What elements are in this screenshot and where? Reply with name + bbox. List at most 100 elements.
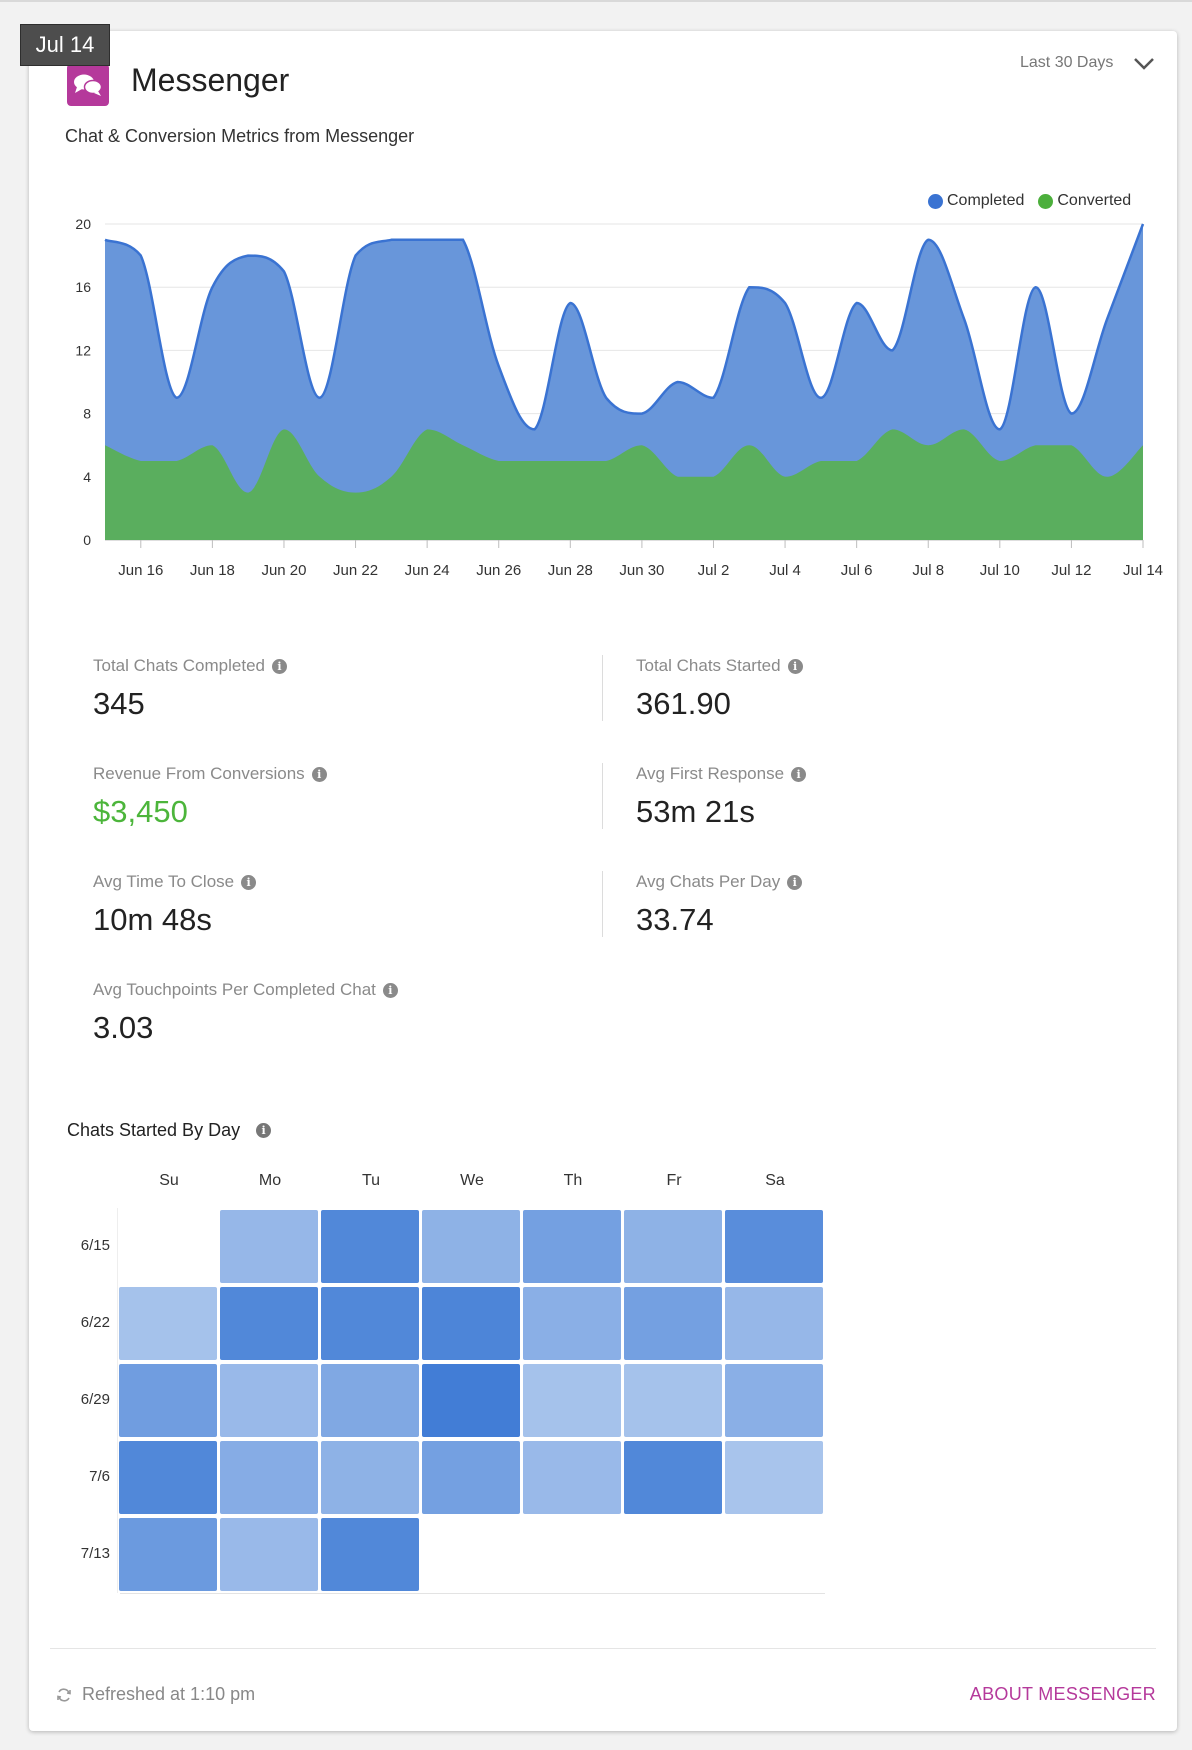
heatmap-cell[interactable] — [624, 1364, 722, 1437]
metric-label: Avg Time To Close — [93, 872, 235, 891]
heatmap-title-text: Chats Started By Day — [67, 1120, 241, 1140]
heatmap-cell[interactable] — [321, 1441, 419, 1514]
day-of-week-label: Mo — [258, 1172, 282, 1189]
heatmap-cell[interactable] — [422, 1210, 520, 1283]
legend-item-completed[interactable]: Completed — [928, 192, 1024, 210]
metric-value: 345 — [93, 686, 145, 721]
heatmap-cell[interactable] — [422, 1441, 520, 1514]
week-label: 6/22 — [80, 1314, 110, 1331]
heatmap-title: Chats Started By Day i — [67, 1120, 272, 1141]
heatmap-cell[interactable] — [321, 1364, 419, 1437]
info-icon[interactable]: i — [241, 874, 257, 890]
day-of-week-label: Th — [563, 1172, 583, 1189]
y-tick-label: 20 — [75, 216, 91, 232]
metric-value: 10m 48s — [93, 902, 212, 937]
heatmap-cell[interactable] — [220, 1518, 318, 1591]
legend-label-converted: Converted — [1057, 192, 1132, 209]
metric-label: Avg Touchpoints Per Completed Chat — [93, 980, 376, 999]
legend-dot-completed — [928, 193, 943, 209]
y-tick-label: 8 — [83, 406, 91, 422]
series-line-completed — [104, 223, 1145, 431]
metric-total-chats-started: Total Chats Started i 361.90 — [636, 656, 803, 722]
metric-label: Total Chats Completed — [93, 656, 265, 675]
metric-avg-time-to-close: Avg Time To Close i 10m 48s — [93, 872, 257, 938]
chevron-down-icon[interactable] — [1133, 55, 1155, 76]
info-icon[interactable]: i — [382, 982, 398, 998]
info-icon[interactable]: i — [271, 658, 287, 674]
metric-label: Total Chats Started — [636, 656, 781, 675]
heatmap-cell[interactable] — [624, 1441, 722, 1514]
x-tick-label: Jun 20 — [261, 562, 306, 579]
info-icon[interactable]: i — [256, 1123, 272, 1138]
day-of-week-label: Sa — [765, 1172, 785, 1189]
metric-value: 53m 21s — [636, 794, 755, 829]
heatmap-cell[interactable] — [220, 1364, 318, 1437]
heatmap-cell[interactable] — [422, 1287, 520, 1360]
about-messenger-link[interactable]: ABOUT MESSENGER — [969, 1684, 1156, 1704]
heatmap-cell[interactable] — [119, 1364, 217, 1437]
heatmap-cell[interactable] — [119, 1518, 217, 1591]
metric-divider — [602, 763, 603, 829]
x-tick-label: Jul 8 — [912, 562, 944, 579]
info-icon[interactable]: i — [311, 766, 327, 782]
x-tick-label: Jun 24 — [405, 562, 450, 579]
x-tick-label: Jul 12 — [1051, 562, 1091, 579]
heatmap-cell[interactable] — [523, 1441, 621, 1514]
metric-avg-touchpoints: Avg Touchpoints Per Completed Chat i 3.03 — [93, 980, 398, 1046]
heatmap-cell[interactable] — [119, 1287, 217, 1360]
heatmap-cell[interactable] — [220, 1287, 318, 1360]
area-chart[interactable]: 0 4 8 12 16 20 Jun 16 Jun 18 Jun 20 Jun 22 Jun 24 J… — [0, 0, 1192, 600]
metric-divider — [602, 871, 603, 937]
x-tick-label: Jul 2 — [698, 562, 730, 579]
heatmap-cell[interactable] — [523, 1210, 621, 1283]
period-selector[interactable]: Last 30 Days — [1020, 54, 1114, 71]
heatmap-cell[interactable] — [422, 1364, 520, 1437]
y-tick-label: 16 — [75, 279, 91, 295]
metric-value: $3,450 — [93, 794, 188, 829]
metric-avg-chats-per-day: Avg Chats Per Day i 33.74 — [636, 872, 803, 938]
legend-dot-converted — [1038, 193, 1054, 209]
heatmap-cell[interactable] — [321, 1210, 419, 1283]
day-of-week-label: Tu — [361, 1172, 381, 1189]
chart-subtitle: Chat & Conversion Metrics from Messenger — [65, 126, 415, 146]
x-tick-label: Jun 28 — [548, 562, 593, 579]
heatmap-cell[interactable] — [624, 1287, 722, 1360]
info-icon[interactable]: i — [787, 658, 803, 674]
heatmap-cell[interactable] — [725, 1287, 823, 1360]
metric-avg-first-response: Avg First Response i 53m 21s — [636, 764, 807, 830]
heatmap-cell[interactable] — [119, 1441, 217, 1514]
chart-tooltip: Jul 14 — [20, 24, 110, 66]
series-area-converted — [105, 429, 1143, 540]
heatmap-cell[interactable] — [220, 1441, 318, 1514]
day-of-week-label: Fr — [666, 1172, 682, 1189]
info-icon[interactable]: i — [787, 874, 803, 890]
heatmap-cell[interactable] — [321, 1518, 419, 1591]
x-tick-label: Jun 30 — [619, 562, 664, 579]
heatmap-cell[interactable] — [321, 1287, 419, 1360]
heatmap-cell[interactable] — [523, 1287, 621, 1360]
legend-label-completed: Completed — [947, 192, 1025, 209]
heatmap-cell[interactable] — [725, 1210, 823, 1283]
heatmap-cell[interactable] — [725, 1364, 823, 1437]
top-divider — [0, 0, 1192, 2]
metric-total-chats-completed: Total Chats Completed i 345 — [93, 656, 287, 722]
refresh-icon[interactable] — [56, 1687, 72, 1703]
y-tick-label: 12 — [75, 342, 91, 358]
x-tick-label: Jul 4 — [769, 562, 801, 579]
heatmap-axis-line — [117, 1208, 118, 1593]
heatmap-baseline — [120, 1593, 825, 1594]
legend-item-converted[interactable]: Converted — [1038, 192, 1131, 210]
info-icon[interactable]: i — [791, 766, 807, 782]
heatmap-cell[interactable] — [523, 1364, 621, 1437]
heatmap-cell[interactable] — [725, 1441, 823, 1514]
week-label: 6/15 — [80, 1237, 110, 1254]
footer-divider — [50, 1648, 1156, 1649]
week-label: 7/13 — [80, 1545, 110, 1562]
heatmap-cell[interactable] — [624, 1210, 722, 1283]
x-tick-label: Jun 16 — [118, 562, 163, 579]
x-tick-label: Jul 14 — [1123, 562, 1163, 579]
heatmap-cell[interactable] — [220, 1210, 318, 1283]
app-title: Messenger — [131, 62, 290, 98]
x-tick-label: Jul 10 — [980, 562, 1020, 579]
chart-legend: Completed Converted — [928, 192, 1145, 210]
